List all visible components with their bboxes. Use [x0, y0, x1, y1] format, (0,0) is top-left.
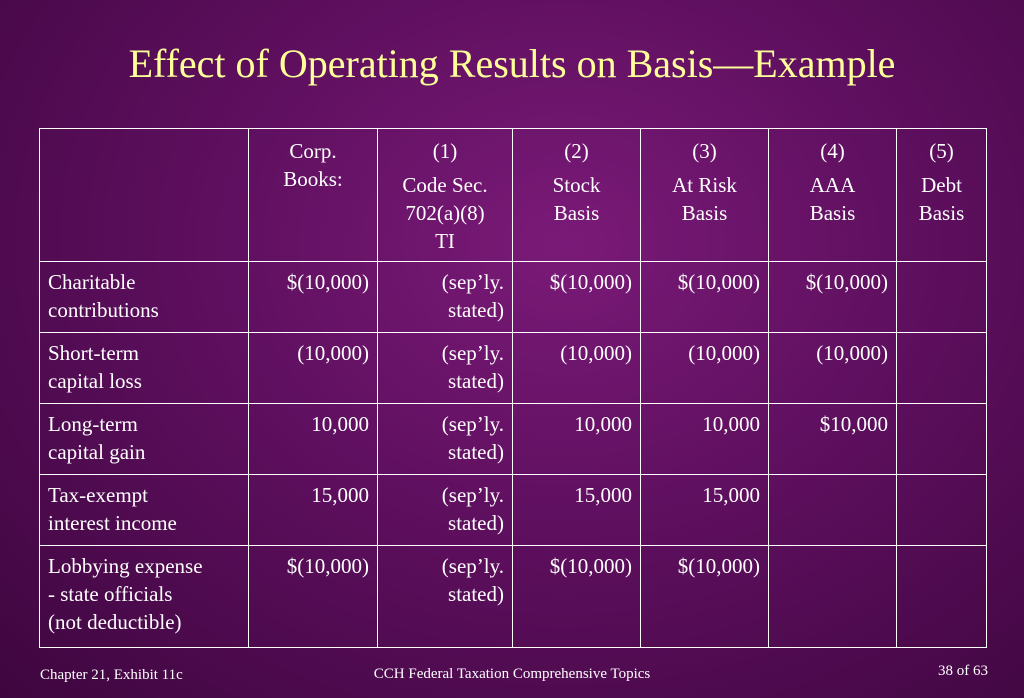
- cell-at-risk-basis: $(10,000): [640, 261, 769, 333]
- slide-title: Effect of Operating Results on Basis—Exa…: [128, 41, 896, 86]
- cell-code-sec: (sep’ly. stated): [377, 332, 513, 404]
- cell-code-sec: (sep’ly. stated): [377, 261, 513, 333]
- table-row: Short-term capital loss (10,000) (sep’ly…: [39, 332, 987, 404]
- cell-code-sec: (sep’ly. stated): [377, 403, 513, 475]
- cell-at-risk-basis: 10,000: [640, 403, 769, 475]
- cell-aaa-basis: (10,000): [768, 332, 897, 404]
- header-debt-basis: (5) Debt Basis: [896, 128, 987, 262]
- table-row: Tax-exempt interest income 15,000 (sep’l…: [39, 474, 987, 546]
- header-blank: [39, 128, 249, 262]
- header-aaa-basis: (4) AAA Basis: [768, 128, 897, 262]
- row-label: Short-term capital loss: [39, 332, 249, 404]
- header-stock-basis: (2) Stock Basis: [512, 128, 641, 262]
- footer-page-number: 38 of 63: [938, 663, 988, 679]
- cell-at-risk-basis: 15,000: [640, 474, 769, 546]
- footer-publication: CCH Federal Taxation Comprehensive Topic…: [373, 666, 651, 682]
- cell-stock-basis: 10,000: [512, 403, 641, 475]
- header-corp-books: Corp. Books:: [248, 128, 378, 262]
- header-code-sec: (1) Code Sec. 702(a)(8) TI: [377, 128, 513, 262]
- cell-debt-basis: [896, 545, 987, 648]
- cell-corp-books: 15,000: [248, 474, 378, 546]
- cell-stock-basis: $(10,000): [512, 261, 641, 333]
- cell-aaa-basis: [768, 545, 897, 648]
- cell-aaa-basis: $10,000: [768, 403, 897, 475]
- row-label: Lobbying expense - state officials (not …: [39, 545, 249, 648]
- cell-debt-basis: [896, 403, 987, 475]
- table-row: Charitable contributions $(10,000) (sep’…: [39, 261, 987, 333]
- cell-debt-basis: [896, 261, 987, 333]
- row-label: Tax-exempt interest income: [39, 474, 249, 546]
- row-label: Long-term capital gain: [39, 403, 249, 475]
- cell-at-risk-basis: $(10,000): [640, 545, 769, 648]
- cell-corp-books: (10,000): [248, 332, 378, 404]
- cell-stock-basis: 15,000: [512, 474, 641, 546]
- cell-corp-books: 10,000: [248, 403, 378, 475]
- cell-corp-books: $(10,000): [248, 545, 378, 648]
- table-row: Long-term capital gain 10,000 (sep’ly. s…: [39, 403, 987, 475]
- cell-code-sec: (sep’ly. stated): [377, 545, 513, 648]
- cell-corp-books: $(10,000): [248, 261, 378, 333]
- cell-stock-basis: $(10,000): [512, 545, 641, 648]
- basis-table: Corp. Books: (1) Code Sec. 702(a)(8) TI …: [39, 128, 987, 648]
- cell-aaa-basis: [768, 474, 897, 546]
- table-row: Lobbying expense - state officials (not …: [39, 545, 987, 648]
- header-row: Corp. Books: (1) Code Sec. 702(a)(8) TI …: [39, 128, 987, 262]
- cell-code-sec: (sep’ly. stated): [377, 474, 513, 546]
- cell-debt-basis: [896, 332, 987, 404]
- cell-at-risk-basis: (10,000): [640, 332, 769, 404]
- cell-aaa-basis: $(10,000): [768, 261, 897, 333]
- cell-stock-basis: (10,000): [512, 332, 641, 404]
- header-at-risk-basis: (3) At Risk Basis: [640, 128, 769, 262]
- footer-chapter: Chapter 21, Exhibit 11c: [40, 667, 183, 683]
- cell-debt-basis: [896, 474, 987, 546]
- row-label: Charitable contributions: [39, 261, 249, 333]
